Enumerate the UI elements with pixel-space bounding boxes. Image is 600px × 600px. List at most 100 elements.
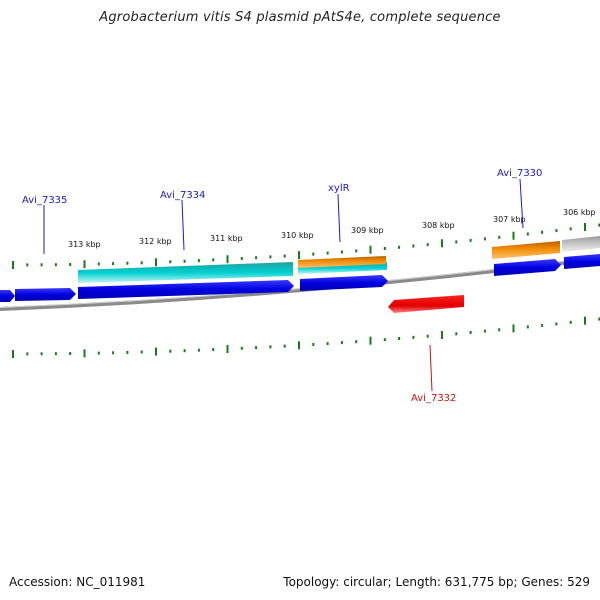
- tick-lower-mark: [312, 343, 315, 346]
- tick-upper-mark: [383, 247, 386, 250]
- tick-lower-mark: [598, 317, 600, 321]
- tick-upper-mark: [69, 263, 72, 266]
- tick-lower-mark: [226, 345, 229, 353]
- tick-upper-mark: [441, 239, 443, 248]
- gene-arrow-avi7335[interactable]: [15, 288, 76, 301]
- tick-lower-mark: [469, 331, 472, 334]
- tick-label-310: 310 kbp: [281, 231, 314, 240]
- feature-avi7334-rna[interactable]: [78, 262, 293, 283]
- tick-upper-mark: [541, 230, 544, 234]
- tick-upper-mark: [155, 258, 157, 267]
- tick-upper-mark: [40, 263, 43, 267]
- gene-arrow-avi7330[interactable]: [564, 254, 600, 269]
- tick-upper-mark: [369, 245, 372, 254]
- tick-lower-mark: [383, 338, 386, 342]
- tick-upper-mark: [555, 229, 558, 233]
- tick-lower-mark: [269, 345, 272, 349]
- tick-upper-mark: [212, 258, 215, 262]
- map-title: Agrobacterium vitis S4 plasmid pAtS4e, c…: [99, 10, 501, 25]
- gene-label-avi7332[interactable]: Avi_7332: [411, 393, 456, 404]
- tick-label-306: 306 kbp: [563, 208, 596, 217]
- tick-upper-mark: [255, 256, 258, 260]
- tick-lower-mark: [97, 351, 100, 355]
- gene-arrow-avi7334[interactable]: [78, 280, 294, 299]
- tick-lower-mark: [355, 340, 358, 344]
- tick-upper-mark: [112, 262, 115, 266]
- tick-lower-mark: [240, 346, 243, 350]
- tick-upper-mark: [269, 255, 272, 259]
- tick-lower-mark: [398, 337, 401, 340]
- tick-label-307: 307 kbp: [493, 215, 526, 224]
- gene-label-xylr[interactable]: xylR: [328, 183, 350, 194]
- gene-arrow-avi7331[interactable]: [494, 259, 561, 276]
- feature-avi7330-orange[interactable]: [492, 241, 560, 259]
- tick-label-311: 311 kbp: [210, 234, 243, 243]
- tick-lower-mark: [40, 352, 43, 356]
- tick-upper-mark: [226, 255, 229, 264]
- tick-upper-mark: [283, 254, 286, 258]
- tick-upper-mark: [83, 260, 86, 269]
- gene-arrow-avi7332[interactable]: [388, 295, 464, 313]
- tick-lower-mark: [340, 341, 343, 345]
- tick-lower-mark: [483, 329, 486, 333]
- tick-upper-mark: [526, 232, 529, 236]
- tick-lower-mark: [83, 349, 86, 358]
- tick-upper-mark: [569, 227, 572, 231]
- feature-xylr-orange[interactable]: [298, 256, 386, 268]
- gene-label-avi7334[interactable]: Avi_7334: [160, 190, 205, 201]
- gene-arrow-xylr[interactable]: [300, 275, 388, 291]
- tick-upper-mark: [26, 263, 29, 267]
- tick-lower-mark: [441, 331, 443, 339]
- topology-summary: Topology: circular; Length: 631,775 bp; …: [283, 575, 590, 589]
- tick-lower-mark: [412, 335, 415, 339]
- gene-label-avi7330[interactable]: Avi_7330: [497, 168, 542, 179]
- tick-upper-mark: [140, 261, 143, 265]
- tick-upper-mark: [240, 257, 243, 260]
- tick-upper-mark: [455, 240, 458, 244]
- tick-lower-mark: [112, 351, 115, 355]
- tick-track-upper: [12, 223, 600, 269]
- tick-lower-mark: [12, 350, 14, 358]
- gene-label-avi7335[interactable]: Avi_7335: [22, 195, 67, 206]
- tick-lower-mark: [54, 352, 57, 356]
- tick-upper-mark: [584, 223, 586, 231]
- tick-lower-mark: [283, 344, 286, 348]
- tick-upper-mark: [512, 231, 515, 240]
- tick-upper-mark: [54, 263, 57, 267]
- feature-gray[interactable]: [562, 236, 600, 252]
- tick-upper-mark: [498, 235, 501, 239]
- tick-lower-mark: [526, 325, 529, 329]
- tick-upper-mark: [298, 251, 300, 260]
- tick-lower-mark: [498, 328, 501, 332]
- tick-upper-mark: [197, 259, 200, 263]
- tick-lower-mark: [369, 336, 372, 345]
- tick-label-309: 309 kbp: [351, 226, 384, 235]
- tick-lower-mark: [26, 352, 29, 356]
- tick-lower-mark: [155, 347, 157, 356]
- leader-avi7330: [519, 178, 524, 229]
- tick-track-lower: [12, 316, 600, 358]
- leader-avi7334: [181, 199, 185, 251]
- tick-label-312: 312 kbp: [139, 237, 172, 246]
- tick-upper-mark: [412, 244, 415, 248]
- tick-lower-mark: [140, 350, 143, 354]
- tick-lower-mark: [255, 346, 258, 350]
- tick-lower-mark: [197, 348, 200, 352]
- tick-upper-mark: [340, 250, 343, 254]
- leader-xylr: [337, 193, 341, 243]
- tick-upper-mark: [169, 260, 172, 264]
- tick-lower-mark: [212, 348, 215, 352]
- tick-upper-mark: [426, 243, 429, 247]
- tick-upper-mark: [126, 261, 129, 265]
- tick-upper-mark: [598, 223, 600, 227]
- tick-lower-mark: [69, 352, 72, 355]
- tick-lower-mark: [169, 349, 172, 353]
- tick-lower-mark: [555, 322, 558, 326]
- gene-arrow-left-edge[interactable]: [0, 290, 15, 302]
- tick-lower-mark: [512, 324, 515, 333]
- tick-upper-mark: [398, 245, 401, 249]
- tick-label-313: 313 kbp: [68, 240, 101, 249]
- tick-lower-mark: [569, 320, 572, 324]
- tick-lower-mark: [584, 316, 586, 325]
